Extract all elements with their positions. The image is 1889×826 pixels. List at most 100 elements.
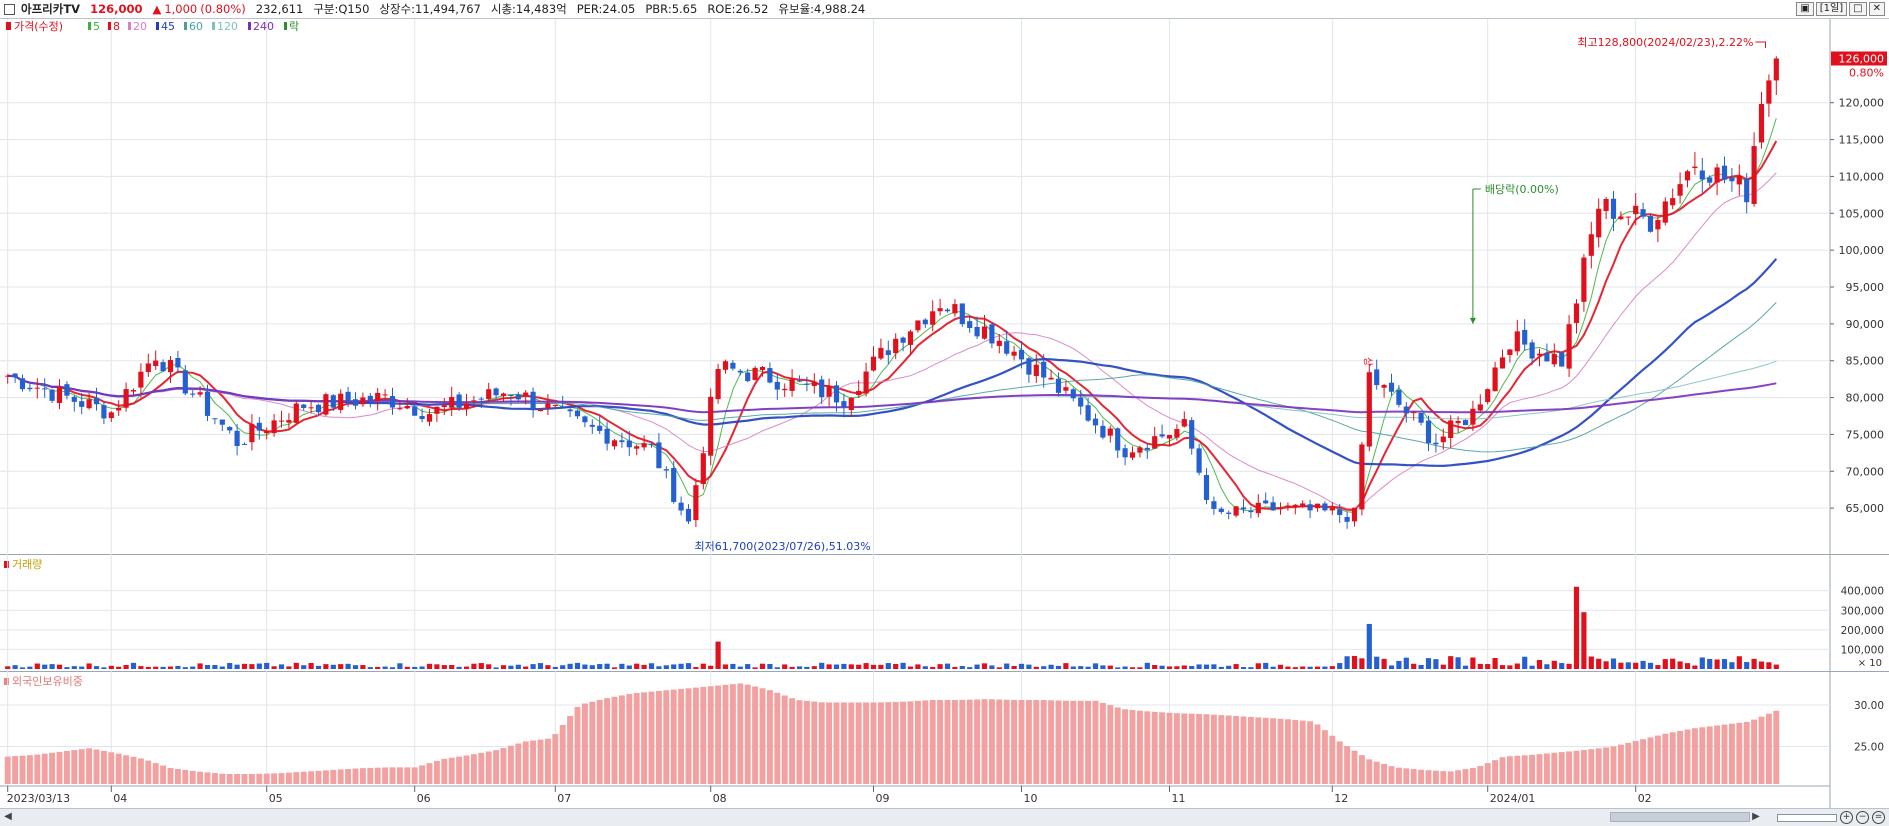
volume-bar[interactable]	[463, 666, 470, 669]
volume-bar[interactable]	[145, 666, 151, 669]
foreign-ratio-bar[interactable]	[766, 690, 773, 784]
candle[interactable]	[1462, 419, 1469, 426]
volume-bar[interactable]	[1048, 664, 1054, 669]
candle[interactable]	[1144, 443, 1150, 459]
candle[interactable]	[1670, 188, 1676, 210]
volume-bar[interactable]	[597, 664, 603, 669]
foreign-ratio-bar[interactable]	[278, 773, 285, 784]
volume-bar[interactable]	[441, 665, 447, 669]
foreign-ratio-bar[interactable]	[1136, 710, 1143, 784]
foreign-ratio-bar[interactable]	[811, 701, 818, 784]
volume-bar[interactable]	[952, 666, 958, 669]
foreign-ratio-bar[interactable]	[1514, 755, 1521, 784]
foreign-ratio-bar[interactable]	[86, 748, 93, 784]
foreign-ratio-bar[interactable]	[700, 686, 707, 784]
volume-bar[interactable]	[1337, 663, 1343, 669]
foreign-ratio-bar[interactable]	[1284, 719, 1291, 784]
candle[interactable]	[19, 374, 26, 392]
foreign-ratio-bar[interactable]	[966, 699, 973, 784]
period-button[interactable]: [1일]	[1815, 2, 1848, 16]
candle[interactable]	[323, 392, 329, 417]
foreign-ratio-bar[interactable]	[182, 769, 189, 784]
foreign-ratio-bar[interactable]	[870, 702, 877, 784]
volume-bar[interactable]	[870, 664, 877, 669]
volume-bar[interactable]	[1744, 662, 1750, 669]
candle[interactable]	[12, 373, 18, 383]
candle[interactable]	[523, 389, 529, 405]
candle[interactable]	[671, 460, 677, 504]
candle[interactable]	[153, 350, 159, 370]
foreign-ratio-bar[interactable]	[537, 739, 544, 784]
candle[interactable]	[500, 392, 507, 402]
volume-bar[interactable]	[308, 662, 314, 669]
volume-bar[interactable]	[1240, 667, 1247, 669]
candle[interactable]	[1248, 506, 1254, 519]
foreign-ratio-bar[interactable]	[1307, 721, 1314, 784]
volume-bar[interactable]	[1396, 660, 1402, 669]
foreign-ratio-bar[interactable]	[678, 688, 685, 784]
foreign-ratio-bar[interactable]	[1558, 752, 1565, 784]
candle[interactable]	[611, 439, 618, 450]
candle[interactable]	[404, 398, 410, 410]
candle[interactable]	[515, 391, 521, 402]
foreign-ratio-bar[interactable]	[204, 772, 211, 784]
candle[interactable]	[693, 478, 699, 528]
foreign-ratio-bar[interactable]	[1181, 713, 1188, 784]
foreign-ratio-bar[interactable]	[1647, 737, 1654, 784]
foreign-ratio-bar[interactable]	[441, 758, 448, 784]
foreign-ratio-bar[interactable]	[100, 750, 107, 784]
foreign-ratio-bar[interactable]	[1262, 717, 1269, 784]
foreign-ratio-bar[interactable]	[789, 698, 796, 784]
foreign-ratio-bar[interactable]	[1573, 750, 1580, 784]
volume-bar[interactable]	[375, 666, 381, 669]
volume-bar[interactable]	[1300, 666, 1306, 669]
volume-bar[interactable]	[774, 667, 780, 669]
foreign-ratio-bar[interactable]	[1440, 771, 1447, 784]
foreign-ratio-bar[interactable]	[692, 687, 699, 784]
candle[interactable]	[708, 388, 714, 466]
candle[interactable]	[1707, 175, 1713, 187]
foreign-ratio-bar[interactable]	[1062, 700, 1069, 784]
candle[interactable]	[582, 415, 588, 428]
volume-bar[interactable]	[1455, 657, 1461, 669]
volume-bar[interactable]	[1359, 658, 1365, 669]
volume-bar[interactable]	[1189, 666, 1195, 669]
foreign-ratio-bar[interactable]	[419, 765, 426, 784]
foreign-ratio-bar[interactable]	[611, 696, 618, 784]
volume-bar[interactable]	[1470, 657, 1476, 669]
volume-bar[interactable]	[1462, 665, 1469, 669]
foreign-ratio-bar[interactable]	[1721, 724, 1728, 784]
volume-bar[interactable]	[937, 664, 943, 669]
volume-bar[interactable]	[293, 662, 299, 669]
candle[interactable]	[1758, 91, 1765, 149]
candle[interactable]	[1063, 381, 1069, 394]
candle[interactable]	[108, 411, 114, 423]
candle[interactable]	[981, 314, 988, 340]
foreign-ratio-bar[interactable]	[367, 767, 374, 784]
foreign-ratio-bar[interactable]	[1499, 757, 1506, 784]
candle[interactable]	[330, 394, 336, 412]
volume-bar[interactable]	[1692, 665, 1698, 669]
foreign-ratio-bar[interactable]	[1048, 700, 1055, 784]
foreign-ratio-bar[interactable]	[855, 702, 862, 784]
volume-bar[interactable]	[138, 666, 144, 669]
volume-bar[interactable]	[1226, 665, 1232, 669]
volume-bar[interactable]	[434, 664, 440, 669]
volume-bar[interactable]	[1403, 657, 1409, 669]
foreign-ratio-bar[interactable]	[848, 702, 855, 784]
volume-bar[interactable]	[71, 666, 77, 669]
candle[interactable]	[1255, 494, 1261, 518]
volume-bar[interactable]	[567, 663, 573, 669]
candle[interactable]	[641, 435, 647, 451]
volume-bar[interactable]	[1707, 658, 1713, 669]
foreign-ratio-bar[interactable]	[1196, 713, 1203, 784]
foreign-ratio-bar[interactable]	[315, 770, 322, 784]
candle[interactable]	[1573, 299, 1580, 334]
volume-bar[interactable]	[1092, 663, 1099, 669]
foreign-ratio-bar[interactable]	[1314, 724, 1321, 784]
volume-bar[interactable]	[1263, 662, 1269, 669]
candle[interactable]	[1677, 172, 1683, 204]
volume-bar[interactable]	[508, 665, 514, 669]
close-icon[interactable]: ✕	[1868, 2, 1885, 16]
foreign-ratio-bar[interactable]	[981, 699, 988, 784]
